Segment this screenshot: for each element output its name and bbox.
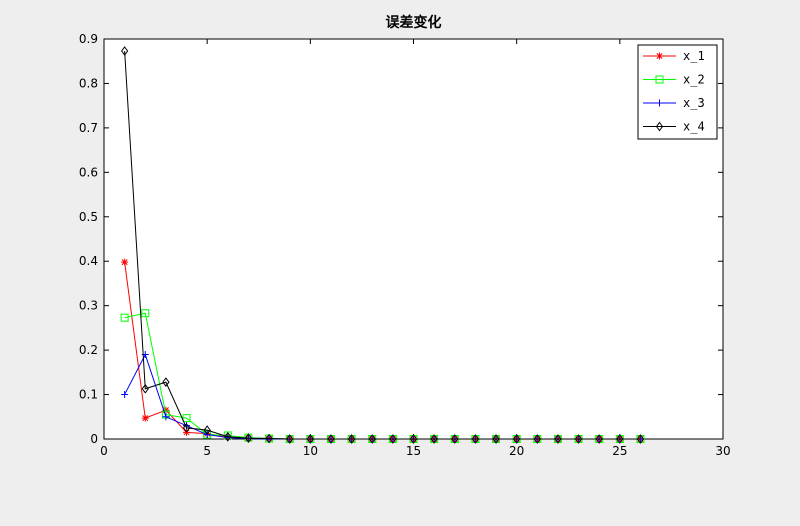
data-point [244,433,253,443]
y-tick-label: 0.9 [79,32,98,46]
x-tick-label: 25 [612,444,627,458]
y-tick-label: 0.2 [79,343,98,357]
data-point [286,434,294,444]
y-tick-label: 0.3 [79,299,98,313]
data-point [327,434,335,444]
data-point [655,75,664,84]
data-point [636,434,645,444]
plot-area [104,39,723,439]
data-point [656,99,663,107]
data-point [141,414,149,422]
data-point [121,391,129,399]
legend: x_1 x_2 x_3 x_4 [637,44,718,140]
data-point [616,434,624,444]
x-tick-label: 0 [100,444,108,458]
legend-entry: x_4 [643,120,705,134]
legend-entry: x_1 [643,49,705,63]
data-point [513,434,521,444]
series-layer [120,46,645,444]
data-point [121,258,129,266]
data-point [162,406,170,414]
data-point [368,434,376,444]
data-point [533,434,541,444]
x-tick-label: 20 [509,444,524,458]
data-point [389,434,397,444]
y-tick-label: 0.5 [79,210,98,224]
chart-title: 误差变化 [386,14,442,31]
series-x4 [121,46,645,444]
legend-entry: x_2 [643,73,705,87]
data-point [306,434,314,444]
legend-label: x_1 [683,49,705,63]
data-point [162,377,170,387]
data-point [347,434,356,444]
legend-entry: x_3 [643,96,705,110]
data-point [120,313,129,322]
data-point [224,431,232,442]
data-point [265,433,273,444]
data-point [141,309,150,318]
x-tick-label: 30 [715,444,730,458]
data-point [203,425,211,435]
data-point [182,414,191,423]
data-point [655,121,664,132]
data-point [492,434,500,444]
data-point [554,434,562,444]
y-tick-label: 0.4 [79,254,98,268]
data-point [451,434,459,444]
legend-label: x_3 [683,96,705,110]
data-point [162,413,170,421]
data-point [574,434,583,444]
data-point [430,434,438,444]
legend-label: x_2 [683,73,705,87]
legend-label: x_4 [683,120,705,134]
y-tick-label: 0.6 [79,165,98,179]
y-tick-label: 0.8 [79,76,98,90]
y-tick-label: 0.7 [79,121,98,135]
y-tick-label: 0.1 [79,388,98,402]
data-point [182,423,191,433]
data-point [141,383,149,394]
data-point [471,434,480,444]
data-point [121,46,129,56]
legend-box [637,44,718,140]
y-tick-label: 0 [90,432,98,446]
x-tick-label: 15 [406,444,421,458]
x-tick-label: 10 [303,444,318,458]
data-point [409,434,418,444]
data-point [595,434,603,444]
data-point [656,52,663,60]
x-tick-label: 5 [203,444,211,458]
